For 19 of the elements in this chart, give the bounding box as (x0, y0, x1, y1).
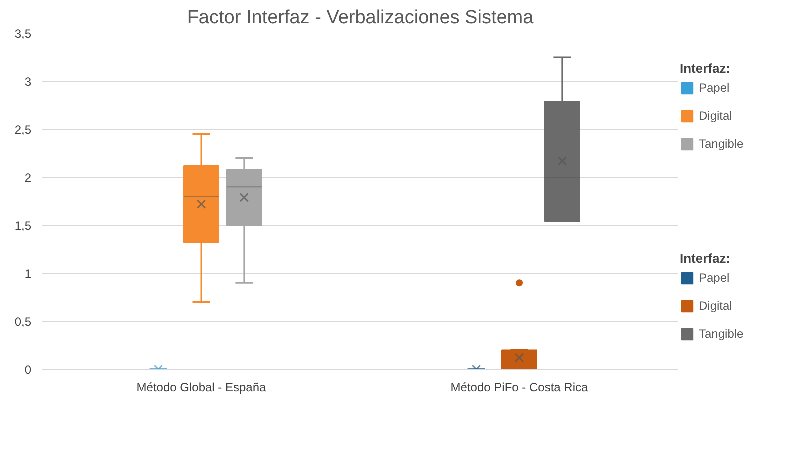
legend-title: Interfaz: (680, 61, 732, 76)
y-tick-label: 1,5 (14, 219, 32, 233)
y-tick-label: 2 (24, 171, 32, 185)
legend-label: Tangible (699, 327, 744, 341)
legend-label: Papel (699, 81, 730, 95)
y-tick-label: 1 (24, 267, 32, 281)
legend-label: Digital (699, 109, 732, 123)
y-tick-label: 0 (24, 363, 32, 377)
legend-label: Papel (699, 271, 730, 285)
chart-title: Factor Interfaz - Verbalizaciones Sistema (187, 8, 534, 28)
y-tick-label: 3,5 (14, 27, 32, 41)
y-tick-label: 2,5 (14, 123, 32, 137)
legend-label: Tangible (699, 137, 744, 151)
legend-label: Digital (699, 299, 732, 313)
text: Interfaz: (680, 251, 731, 266)
x-tick-label: Método PiFo - Costa Rica (450, 380, 589, 394)
y-tick-label: 3 (24, 75, 32, 89)
y-tick-label: 0,5 (14, 315, 32, 329)
x-tick-label: Método Global - España (136, 380, 267, 394)
